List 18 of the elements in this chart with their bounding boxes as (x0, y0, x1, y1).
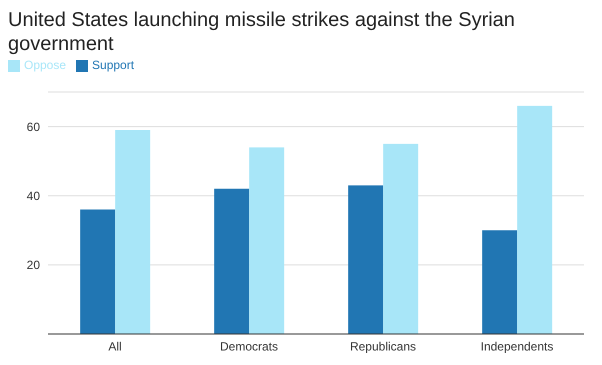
bar (214, 188, 250, 334)
x-tick-label: Republicans (350, 340, 416, 354)
x-tick-label: All (108, 340, 122, 354)
bar (517, 106, 552, 334)
x-tick-label: Democrats (220, 340, 278, 354)
y-tick-label: 60 (26, 120, 40, 134)
legend-label: Support (92, 58, 134, 72)
bar (383, 144, 418, 334)
y-tick-label: 40 (26, 188, 40, 203)
bar (249, 147, 284, 334)
y-tick-label: 20 (26, 258, 40, 272)
bar (80, 210, 116, 334)
chart-title: United States launching missile strikes against the Syrian government (8, 8, 516, 56)
bar (348, 185, 384, 334)
x-tick-label: Independents (480, 340, 554, 354)
bar (482, 230, 518, 334)
legend-label: Oppose (24, 58, 66, 72)
bar (115, 130, 150, 334)
